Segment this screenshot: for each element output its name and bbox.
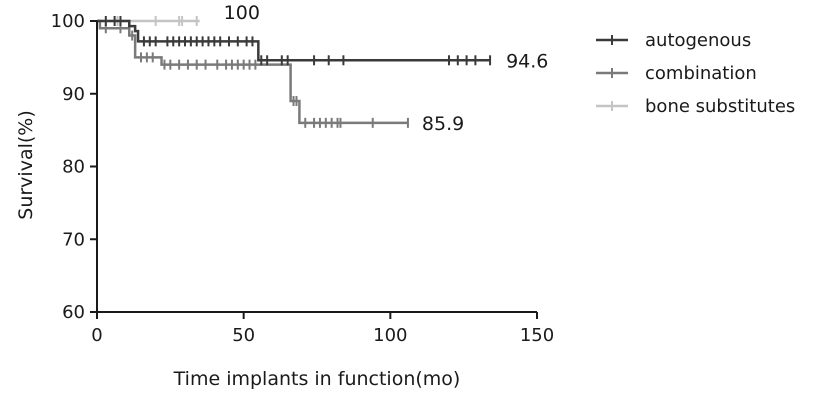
y-tick-label: 60 <box>62 302 85 323</box>
x-axis-title: Time implants in function(mo) <box>173 368 461 390</box>
y-axis-title: Survival(%) <box>15 110 37 219</box>
y-tick-label: 90 <box>62 84 85 105</box>
legend-item: autogenous <box>596 30 751 51</box>
legend-label: autogenous <box>645 30 751 51</box>
series-combination: 85.9 <box>97 19 464 135</box>
x-tick-label: 150 <box>520 325 554 346</box>
x-tick-label: 0 <box>91 325 102 346</box>
survival-curve <box>97 19 491 62</box>
y-tick-label: 100 <box>51 11 85 32</box>
legend-label: combination <box>645 63 757 84</box>
x-tick-label: 100 <box>373 325 407 346</box>
end-value-label: 85.9 <box>422 113 464 135</box>
end-value-label: 94.6 <box>506 50 548 72</box>
x-tick-label: 50 <box>232 325 255 346</box>
y-tick-label: 70 <box>62 229 85 250</box>
y-axis-ticks: 60 70 80 90 100 <box>51 11 97 323</box>
legend-item: combination <box>596 63 757 84</box>
legend-label: bone substitutes <box>645 96 795 117</box>
x-axis-ticks: 0 50 100 150 <box>91 312 554 346</box>
legend-item: bone substitutes <box>596 96 795 117</box>
end-value-label: 100 <box>224 2 260 24</box>
legend: autogenous combination bone substitutes <box>596 30 795 117</box>
series-autogenous: 94.6 <box>97 16 548 72</box>
plot-area: 100 85.9 94.6 <box>97 2 548 135</box>
survival-curve <box>97 19 408 125</box>
y-tick-label: 80 <box>62 157 85 178</box>
